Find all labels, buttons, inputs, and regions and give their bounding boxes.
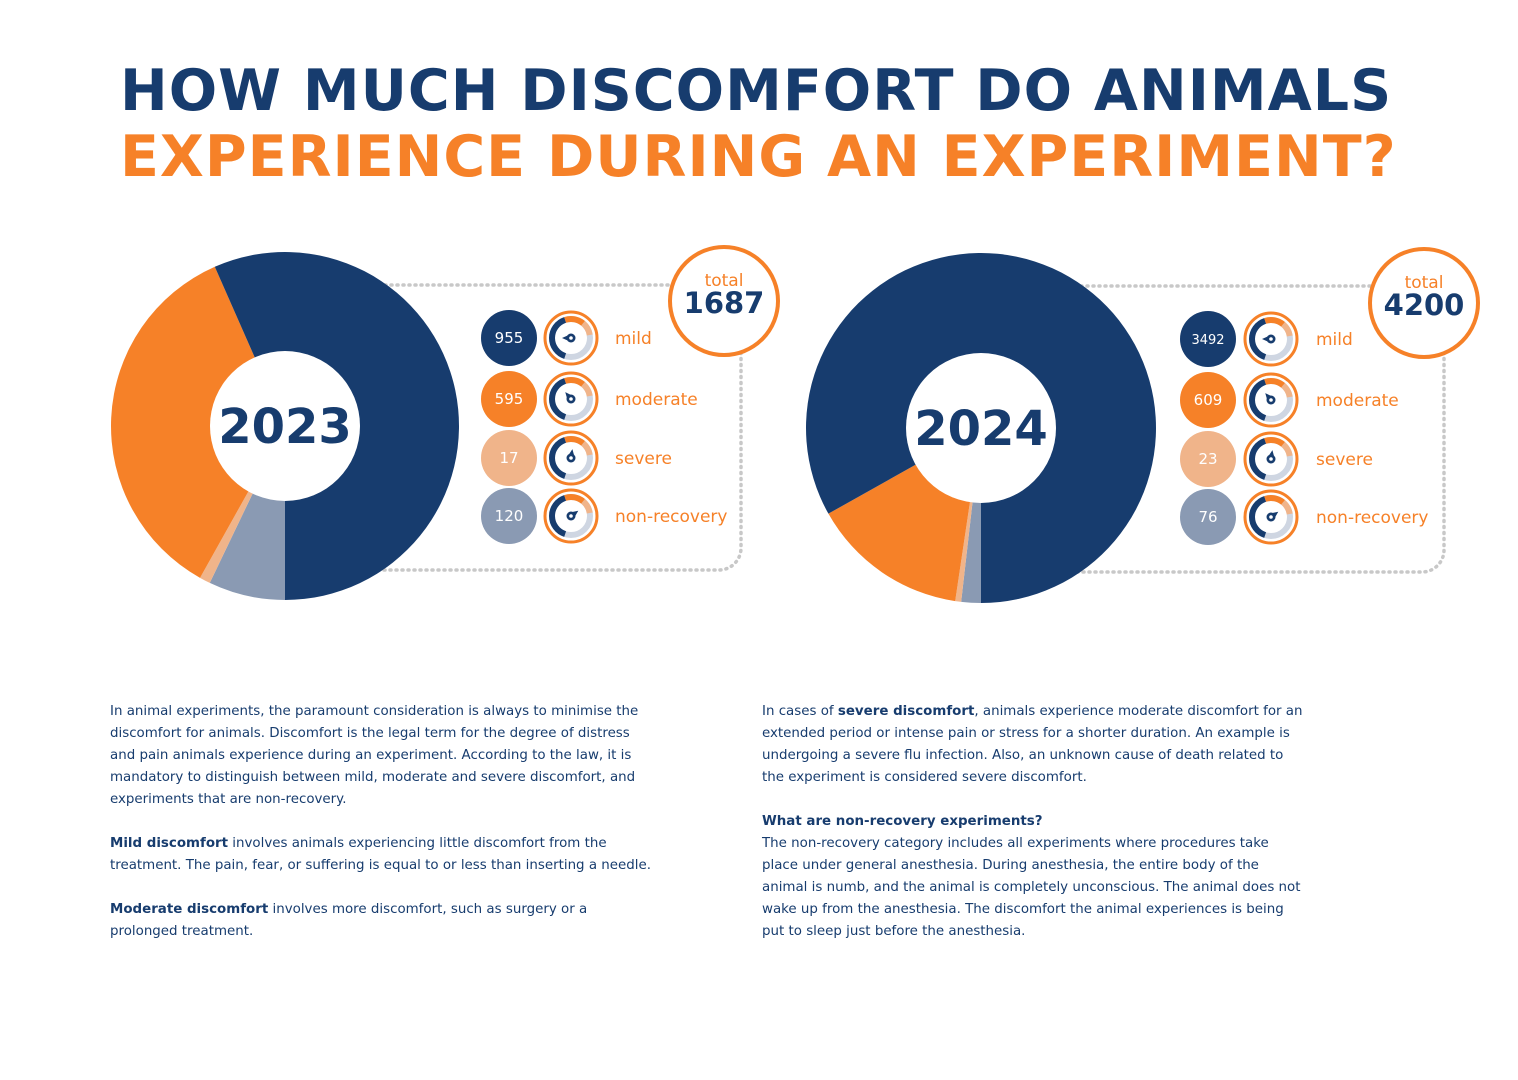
legend-label-mild: mild <box>615 329 652 349</box>
value-bubble-mild <box>1180 311 1236 367</box>
gauge-icon-mild <box>1243 311 1299 367</box>
intro-paragraph: In animal experiments, the paramount con… <box>110 704 639 807</box>
value-bubble-non-recovery <box>1180 489 1236 545</box>
gauge-icon-severe <box>543 430 599 486</box>
moderate-description: involves more discomfort, such as surger… <box>110 902 588 939</box>
value-label-severe: 23 <box>1198 450 1217 468</box>
title-line-2: EXPERIENCE DURING AN EXPERIMENT? <box>120 124 1397 190</box>
total-badge <box>1368 247 1480 359</box>
value-label-non-recovery: 76 <box>1198 508 1217 526</box>
value-bubble-non-recovery <box>481 488 537 544</box>
severe-term: severe discomfort <box>837 704 975 719</box>
severe-description: , animals experience moderate discomfort… <box>762 704 1303 785</box>
mild-term: Mild discomfort <box>110 836 229 851</box>
value-bubble-moderate <box>481 371 537 427</box>
legend-label-mild: mild <box>1316 330 1353 350</box>
value-label-mild: 955 <box>495 329 524 347</box>
value-bubble-mild <box>481 310 537 366</box>
legend-label-severe: severe <box>615 449 672 469</box>
pie-slice-moderate <box>111 266 285 578</box>
legend-label-non-recovery: non-recovery <box>615 507 727 527</box>
moderate-term: Moderate discomfort <box>110 902 269 917</box>
non-recovery-description: The non-recovery category includes all e… <box>762 836 1301 939</box>
severe-paragraph: In cases of severe discomfort, animals e… <box>762 701 1307 789</box>
legend-label-moderate: moderate <box>615 390 698 410</box>
page-title: HOW MUCH DISCOMFORT DO ANIMALS EXPERIENC… <box>120 58 1397 190</box>
value-bubble-moderate <box>1180 372 1236 428</box>
mild-paragraph: Mild discomfort involves animals experie… <box>110 833 655 877</box>
legend-label-severe: severe <box>1316 450 1373 470</box>
value-label-moderate: 595 <box>495 390 524 408</box>
text-column-right: In cases of severe discomfort, animals e… <box>762 701 1307 965</box>
gauge-icon-mild <box>543 310 599 366</box>
mild-description: involves animals experiencing little dis… <box>110 836 651 873</box>
total-label: total <box>1405 273 1444 293</box>
text-column-left: In animal experiments, the paramount con… <box>110 701 655 965</box>
value-label-non-recovery: 120 <box>495 507 524 525</box>
legend-label-non-recovery: non-recovery <box>1316 508 1428 528</box>
value-label-moderate: 609 <box>1194 391 1223 409</box>
value-label-mild: 3492 <box>1191 333 1224 348</box>
gauge-icon-non-recovery <box>543 488 599 544</box>
total-label: total <box>705 271 744 291</box>
total-badge <box>668 245 780 357</box>
non-recovery-paragraph: What are non-recovery experiments? The no… <box>762 811 1307 943</box>
pie-center <box>210 351 360 501</box>
year-label: 2024 <box>914 401 1048 457</box>
non-recovery-heading: What are non-recovery experiments? <box>762 814 1043 829</box>
value-label-severe: 17 <box>499 449 518 467</box>
year-label: 2023 <box>218 399 352 455</box>
pie-center <box>906 353 1056 503</box>
gauge-icon-moderate <box>1243 372 1299 428</box>
value-bubble-severe <box>1180 431 1236 487</box>
value-bubble-severe <box>481 430 537 486</box>
legend-label-moderate: moderate <box>1316 391 1399 411</box>
severe-prefix: In cases of <box>762 704 838 719</box>
total-value: 4200 <box>1384 288 1465 322</box>
gauge-icon-moderate <box>543 371 599 427</box>
total-value: 1687 <box>684 286 765 320</box>
gauge-icon-non-recovery <box>1243 489 1299 545</box>
gauge-icon-severe <box>1243 431 1299 487</box>
title-line-1: HOW MUCH DISCOMFORT DO ANIMALS <box>120 58 1393 124</box>
moderate-paragraph: Moderate discomfort involves more discom… <box>110 899 655 943</box>
